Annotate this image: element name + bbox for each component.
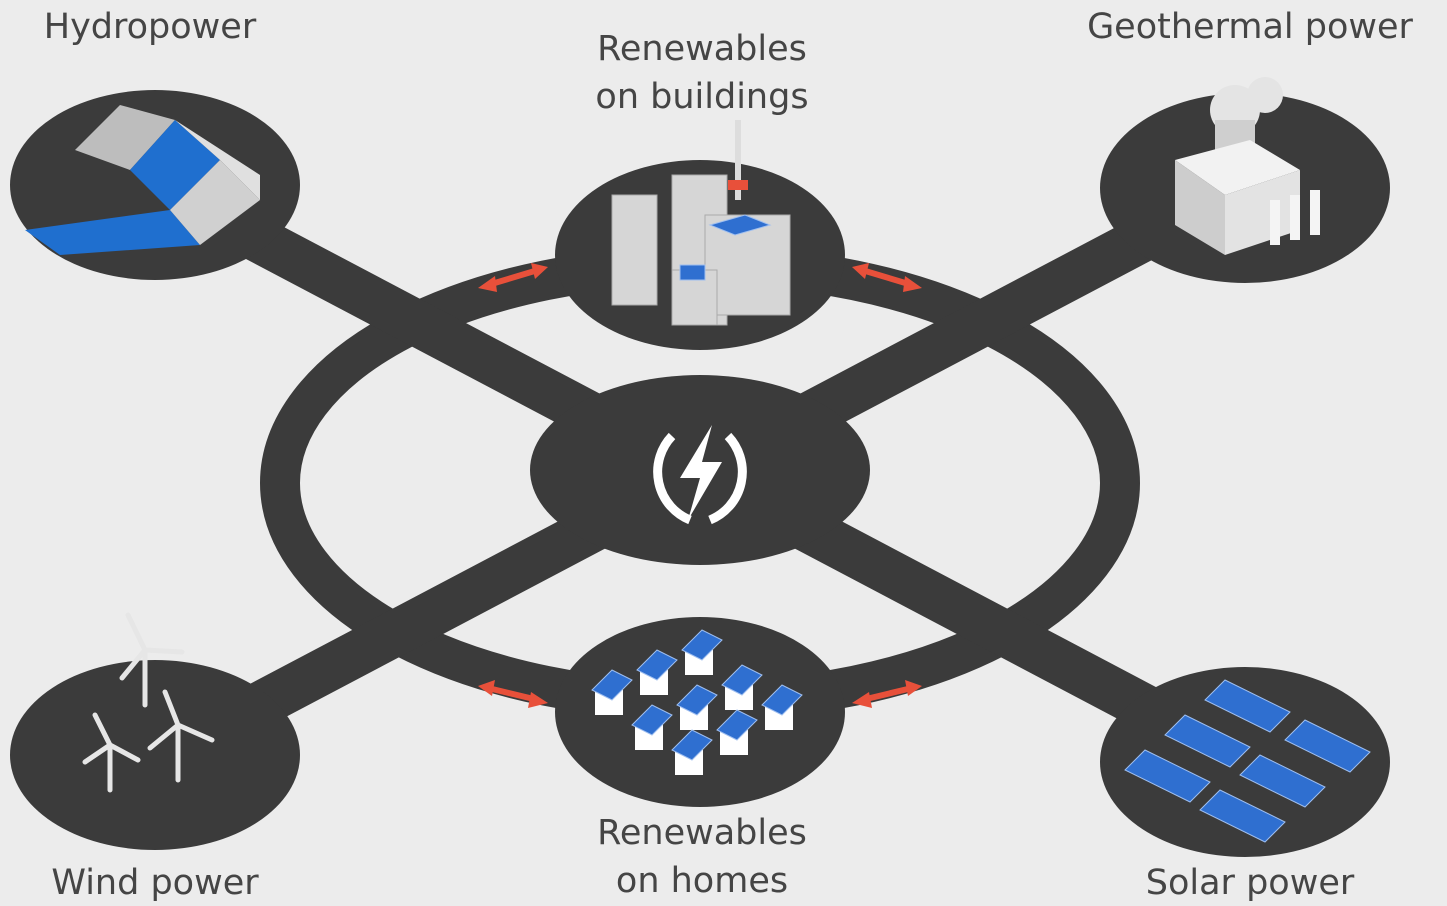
node-label: on homes [616,861,788,901]
node-label: Geothermal power [1087,7,1413,47]
node-label: Wind power [51,863,259,903]
node-label: Hydropower [44,7,257,47]
diagram: Hydropower Renewables on buildings Geoth… [0,0,1447,906]
node-wind [10,660,300,850]
node-label: Renewables [597,813,807,853]
node-label: Solar power [1146,863,1355,903]
node-label: Renewables [597,29,807,69]
node-label: on buildings [595,77,808,117]
